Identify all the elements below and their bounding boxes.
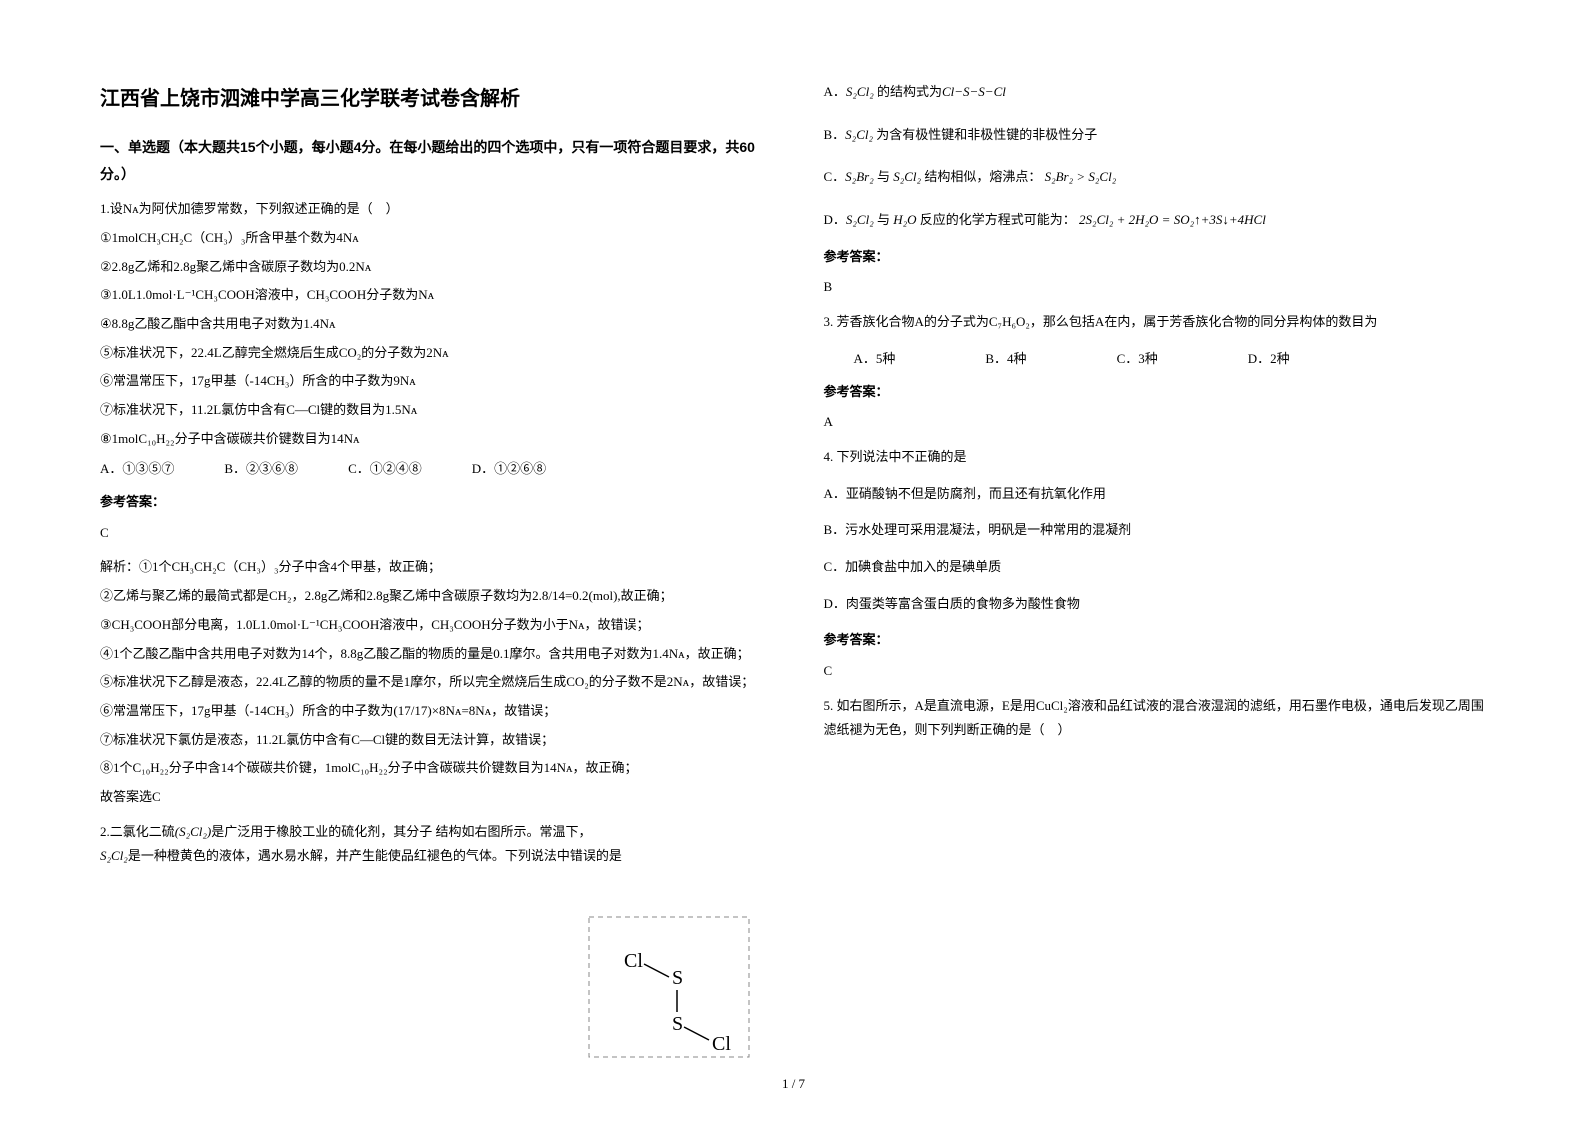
section-header: 一、单选题（本大题共15个小题，每小题4分。在每小题给出的四个选项中，只有一项符… xyxy=(100,134,764,187)
q1-exp-6: ⑥常温常压下，17g甲基（-14CH₃）所含的中子数为(17/17)×8Nᴀ=8… xyxy=(100,699,764,724)
q2-c-formula2: S₂Cl₂ xyxy=(893,169,921,184)
q1-exp-7: ⑦标准状况下氯仿是液态，11.2L氯仿中含有C—Cl键的数目无法计算，故错误； xyxy=(100,728,764,753)
q3-stem: 3. 芳香族化合物A的分子式为C₇H₆O₂，那么包括A在内，属于芳香族化合物的同… xyxy=(824,310,1488,335)
q2-stem-2: 是广泛用于橡胶工业的硫化剂，其分子 结构如右图所示。常温下， xyxy=(211,824,591,839)
right-column: A．S₂Cl₂ 的结构式为Cl−S−S−Cl B．S₂Cl₂ 为含有极性键和非极… xyxy=(824,80,1488,1082)
question-4: 4. 下列说法中不正确的是 A．亚硝酸钠不但是防腐剂，而且还有抗氧化作用 B．污… xyxy=(824,445,1488,684)
diagram-cl2: Cl xyxy=(712,1033,731,1055)
page-container: 江西省上饶市泗滩中学高三化学联考试卷含解析 一、单选题（本大题共15个小题，每小… xyxy=(100,80,1487,1082)
q1-exp-4: ④1个乙酸乙酯中含共用电子对数为14个，8.8g乙酸乙酯的物质的量是0.1摩尔。… xyxy=(100,642,764,667)
q2-formula-1: (S₂Cl₂) xyxy=(175,824,211,839)
q3-options: A．5种 B．4种 C．3种 D．2种 xyxy=(854,347,1488,372)
q1-options: A．①③⑤⑦ B．②③⑥⑧ C．①②④⑧ D．①②⑥⑧ xyxy=(100,457,764,482)
q1-option-a: A．①③⑤⑦ xyxy=(100,457,174,482)
q2-d-formula2: H₂O xyxy=(893,212,916,227)
q1-item-5: ⑤标准状况下，22.4L乙醇完全燃烧后生成CO₂的分子数为2Nᴀ xyxy=(100,341,764,366)
q4-answer-label: 参考答案： xyxy=(824,628,1488,653)
q1-exp-5: ⑤标准状况下乙醇是液态，22.4L乙醇的物质的量不是1摩尔，所以完全燃烧后生成C… xyxy=(100,670,764,695)
q2-a-text: 的结构式为 xyxy=(877,84,942,99)
q2-stem-3: 是一种橙黄色的液体，遇水易水解，并产生能使品红褪色的气体。下列说法中错误的是 xyxy=(128,848,622,863)
q1-exp-8: ⑧1个C₁₀H₂₂分子中含14个碳碳共价键，1molC₁₀H₂₂分子中含碳碳共价… xyxy=(100,756,764,781)
q2-a-formula2: Cl−S−S−Cl xyxy=(942,84,1006,99)
q2-c-text1: 与 xyxy=(877,169,890,184)
q4-option-d: D．肉蛋类等富含蛋白质的食物多为酸性食物 xyxy=(824,592,1488,617)
diagram-cl1: Cl xyxy=(624,950,643,972)
q3-answer: A xyxy=(824,410,1488,435)
q1-item-8: ⑧1molC₁₀H₂₂分子中含碳碳共价键数目为14Nᴀ xyxy=(100,427,764,452)
q1-exp-1: 解析：①1个CH₃CH₂C（CH₃）₃分子中含4个甲基，故正确； xyxy=(100,555,764,580)
q4-answer: C xyxy=(824,659,1488,684)
q1-option-c: C．①②④⑧ xyxy=(348,457,422,482)
q2-d-text2: 反应的化学方程式可能为： xyxy=(920,212,1076,227)
q1-answer-label: 参考答案： xyxy=(100,490,764,515)
q2-option-b: B．S₂Cl₂ 为含有极性键和非极性键的非极性分子 xyxy=(824,123,1488,148)
document-title: 江西省上饶市泗滩中学高三化学联考试卷含解析 xyxy=(100,80,764,118)
q2-c-formula3: S₂Br₂ > S₂Cl₂ xyxy=(1045,169,1117,184)
q2-c-text2: 结构相似，熔沸点： xyxy=(924,169,1041,184)
q2-c-formula1: S₂Br₂ xyxy=(845,169,874,184)
q3-option-a: A．5种 xyxy=(854,347,896,372)
q2-stem-1: 2.二氯化二硫 xyxy=(100,824,175,839)
question-2-intro: 2.二氯化二硫(S₂Cl₂)是广泛用于橡胶工业的硫化剂，其分子 结构如右图所示。… xyxy=(100,820,764,869)
q3-option-c: C．3种 xyxy=(1117,347,1158,372)
q2-answer: B xyxy=(824,275,1488,300)
q3-answer-label: 参考答案： xyxy=(824,380,1488,405)
q4-stem: 4. 下列说法中不正确的是 xyxy=(824,445,1488,470)
q4-option-b: B．污水处理可采用混凝法，明矾是一种常用的混凝剂 xyxy=(824,518,1488,543)
q2-b-text: 为含有极性键和非极性键的非极性分子 xyxy=(876,127,1097,142)
q1-item-7: ⑦标准状况下，11.2L氯仿中含有C—Cl键的数目为1.5Nᴀ xyxy=(100,398,764,423)
q4-option-a: A．亚硝酸钠不但是防腐剂，而且还有抗氧化作用 xyxy=(824,482,1488,507)
q1-stem: 1.设Nᴀ为阿伏加德罗常数，下列叙述正确的是（ ） xyxy=(100,197,764,222)
q2-answer-label: 参考答案： xyxy=(824,245,1488,270)
q1-exp-9: 故答案选C xyxy=(100,785,764,810)
q2-option-a: A．S₂Cl₂ 的结构式为Cl−S−S−Cl xyxy=(824,80,1488,105)
diagram-s1: S xyxy=(672,967,683,989)
q1-option-b: B．②③⑥⑧ xyxy=(224,457,298,482)
q1-answer: C xyxy=(100,521,764,546)
question-1: 1.设Nᴀ为阿伏加德罗常数，下列叙述正确的是（ ） ①1molCH₃CH₂C（C… xyxy=(100,197,764,809)
page-number: 1 / 7 xyxy=(782,1076,805,1092)
q1-item-4: ④8.8g乙酸乙酯中含共用电子对数为1.4Nᴀ xyxy=(100,312,764,337)
q1-option-d: D．①②⑥⑧ xyxy=(472,457,546,482)
q1-item-3: ③1.0L1.0mol·L⁻¹CH₃COOH溶液中，CH₃COOH分子数为Nᴀ xyxy=(100,283,764,308)
q2-d-formula3: 2S₂Cl₂ + 2H₂O = SO₂↑+3S↓+4HCl xyxy=(1079,212,1266,227)
q3-option-b: B．4种 xyxy=(985,347,1026,372)
q1-item-6: ⑥常温常压下，17g甲基（-14CH₃）所含的中子数为9Nᴀ xyxy=(100,369,764,394)
q5-stem: 5. 如右图所示，A是直流电源，E是用CuCl₂溶液和品红试液的混合液湿润的滤纸… xyxy=(824,694,1488,743)
q2-formula-2: S₂Cl₂ xyxy=(100,848,128,863)
q1-item-1: ①1molCH₃CH₂C（CH₃）₃所含甲基个数为4Nᴀ xyxy=(100,226,764,251)
q1-exp-2: ②乙烯与聚乙烯的最简式都是CH₂，2.8g乙烯和2.8g聚乙烯中含碳原子数均为2… xyxy=(100,584,764,609)
question-5: 5. 如右图所示，A是直流电源，E是用CuCl₂溶液和品红试液的混合液湿润的滤纸… xyxy=(824,694,1488,743)
question-3: 3. 芳香族化合物A的分子式为C₇H₆O₂，那么包括A在内，属于芳香族化合物的同… xyxy=(824,310,1488,435)
q2-d-text1: 与 xyxy=(877,212,890,227)
q4-option-c: C．加碘食盐中加入的是碘单质 xyxy=(824,555,1488,580)
q2-option-c: C．S₂Br₂ 与 S₂Cl₂ 结构相似，熔沸点： S₂Br₂ > S₂Cl₂ xyxy=(824,165,1488,190)
q2-b-formula: S₂Cl₂ xyxy=(845,127,873,142)
q1-item-2: ②2.8g乙烯和2.8g聚乙烯中含碳原子数均为0.2Nᴀ xyxy=(100,255,764,280)
diagram-s2: S xyxy=(672,1013,683,1035)
q3-option-d: D．2种 xyxy=(1248,347,1290,372)
q2-option-d: D．S₂Cl₂ 与 H₂O 反应的化学方程式可能为： 2S₂Cl₂ + 2H₂O… xyxy=(824,208,1488,233)
q1-exp-3: ③CH₃COOH部分电离，1.0L1.0mol·L⁻¹CH₃COOH溶液中，CH… xyxy=(100,613,764,638)
molecule-diagram: Cl S S Cl xyxy=(584,912,754,1062)
q2-a-formula: S₂Cl₂ xyxy=(846,84,874,99)
q2-d-formula1: S₂Cl₂ xyxy=(846,212,874,227)
